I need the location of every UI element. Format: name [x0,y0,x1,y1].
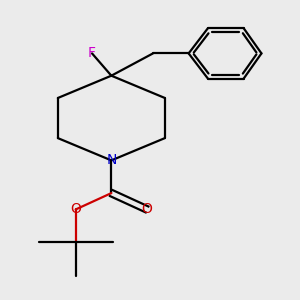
Text: O: O [70,202,81,216]
Text: N: N [106,153,116,167]
Text: F: F [88,46,96,60]
Text: O: O [142,202,152,216]
